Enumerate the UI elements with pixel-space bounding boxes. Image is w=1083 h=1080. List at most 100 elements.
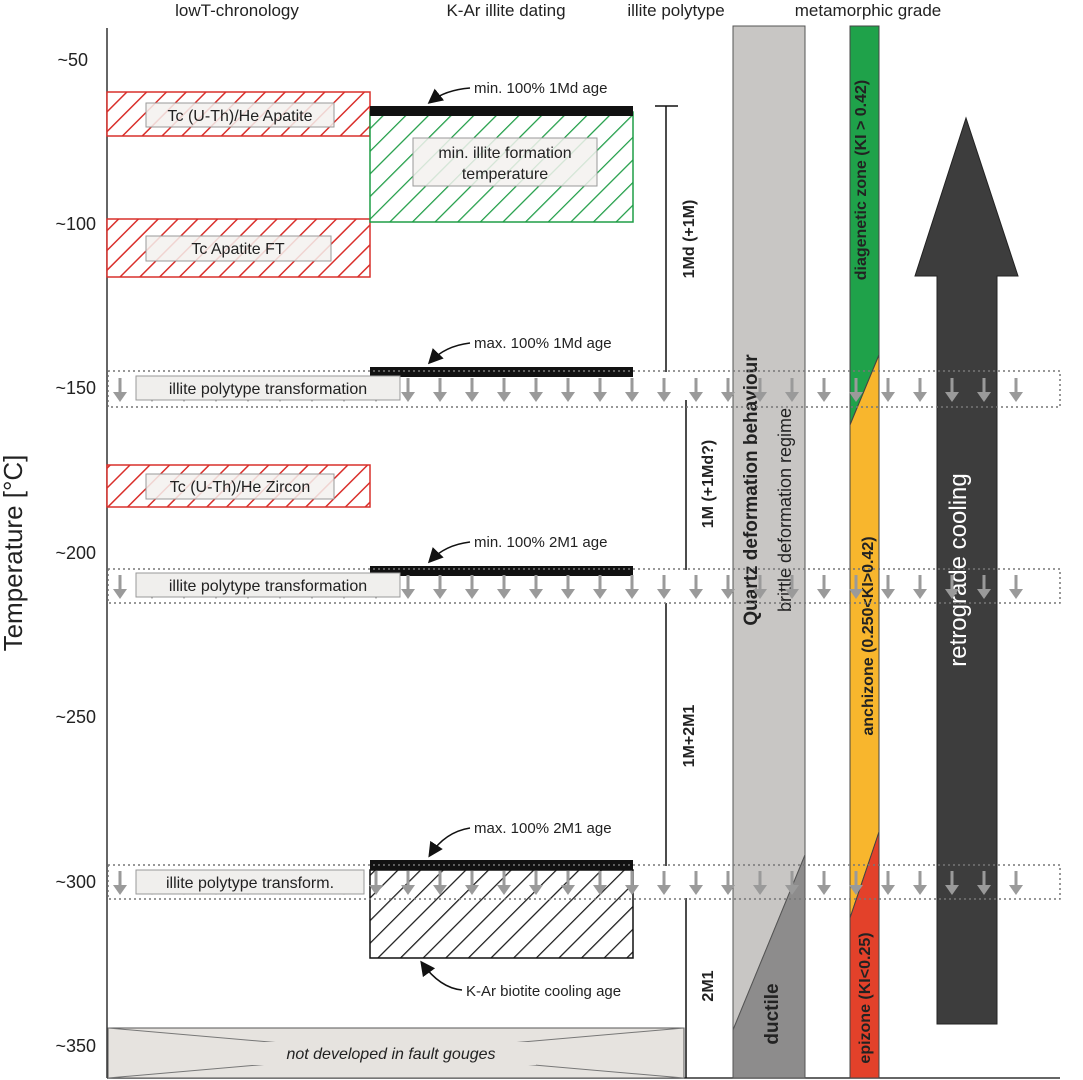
fault-label: not developed in fault gouges <box>286 1046 495 1063</box>
band-210-label-bg <box>135 572 401 598</box>
down-arrow-icon <box>465 589 479 599</box>
down-arrow-icon <box>593 885 607 895</box>
epizone-label: epizone (KI<0.25) <box>857 932 874 1063</box>
max-1md-label: max. 100% 1Md age <box>474 335 612 352</box>
tick-250: ~250 <box>55 707 96 727</box>
down-arrow-icon <box>561 392 575 402</box>
down-arrow-icon <box>945 885 959 895</box>
down-arrow-icon <box>657 392 671 402</box>
polytype-1m: 1M (+1Md?) <box>700 440 717 528</box>
min-2m1-bar <box>370 566 633 576</box>
he-apatite-label: Tc (U-Th)/He Apatite <box>168 108 313 125</box>
down-arrow-icon <box>849 589 863 599</box>
band-300-label: illite polytype transform. <box>166 875 334 892</box>
down-arrow-icon <box>625 392 639 402</box>
min-1md-pointer <box>427 87 471 104</box>
lowt-header: lowT-chronology <box>175 1 299 20</box>
he-zircon-label: Tc (U-Th)/He Zircon <box>170 479 310 496</box>
down-arrow-icon <box>1009 885 1023 895</box>
band-210-outline <box>107 568 1061 604</box>
retrograde-label: retrograde cooling <box>945 473 972 666</box>
down-arrow-icon <box>913 885 927 895</box>
transformation-band-300: illite polytype transform. <box>107 864 1061 900</box>
min-formation-label: min. illite formation <box>438 145 571 162</box>
kar-header: K-Ar illite dating <box>446 1 565 20</box>
down-arrow-icon <box>625 885 639 895</box>
band-150-outline <box>107 370 1061 408</box>
down-arrow-icon <box>113 589 127 599</box>
down-arrow-icon <box>401 589 415 599</box>
down-arrow-icon <box>1009 589 1023 599</box>
max-2m1-pointer <box>428 827 471 858</box>
down-arrow-icon <box>625 589 639 599</box>
down-arrow-icon <box>401 392 415 402</box>
biotite-pointer <box>420 960 463 991</box>
metamorphic-header: metamorphic grade <box>795 1 941 20</box>
down-arrow-icon <box>753 589 767 599</box>
down-arrow-icon <box>657 885 671 895</box>
down-arrow-icon <box>497 392 511 402</box>
down-arrow-icon <box>401 885 415 895</box>
down-arrow-icon <box>913 392 927 402</box>
ductile-label: ductile <box>762 983 783 1044</box>
down-arrow-icon <box>721 392 735 402</box>
polytype-1m2m1: 1M+2M1 <box>681 705 698 768</box>
polytype-2m1: 2M1 <box>700 970 717 1001</box>
apatite-ft-label: Tc Apatite FT <box>191 241 285 258</box>
down-arrow-icon <box>817 589 831 599</box>
down-arrow-icon <box>529 885 543 895</box>
down-arrow-icon <box>721 589 735 599</box>
down-arrow-icon <box>849 392 863 402</box>
down-arrow-icon <box>785 589 799 599</box>
biotite-box <box>369 869 634 959</box>
down-arrow-icon <box>817 885 831 895</box>
polytype-header: illite polytype <box>627 1 724 20</box>
down-arrow-icon <box>561 885 575 895</box>
down-arrow-icon <box>657 589 671 599</box>
quartz-title: Quartz deformation behaviour <box>741 354 762 626</box>
down-arrow-icon <box>689 885 703 895</box>
min-formation-label-bg <box>412 137 598 187</box>
tick-200: ~200 <box>55 543 96 563</box>
down-arrow-icon <box>497 885 511 895</box>
down-arrow-icon <box>433 885 447 895</box>
down-arrow-icon <box>785 885 799 895</box>
down-arrow-icon <box>497 589 511 599</box>
he-zircon-label-bg <box>145 473 335 500</box>
band-300-outline <box>107 864 1061 900</box>
down-arrow-icon <box>945 589 959 599</box>
down-arrow-icon <box>945 392 959 402</box>
down-arrow-icon <box>881 589 895 599</box>
band-150-label-bg <box>135 375 401 401</box>
min-1md-bar <box>370 106 633 116</box>
down-arrow-icon <box>721 885 735 895</box>
down-arrow-icon <box>689 589 703 599</box>
down-arrow-icon <box>433 589 447 599</box>
down-arrow-icon <box>433 392 447 402</box>
min-1md-label: min. 100% 1Md age <box>474 80 607 97</box>
max-1md-bar <box>370 367 633 377</box>
down-arrow-icon <box>529 392 543 402</box>
down-arrow-icon <box>689 392 703 402</box>
epizone-band <box>849 831 880 1079</box>
ductile-band <box>732 854 806 1079</box>
tick-100: ~100 <box>55 214 96 234</box>
band-150-label: illite polytype transformation <box>169 381 367 398</box>
band-300-label-bg <box>135 869 365 895</box>
down-arrow-icon <box>977 589 991 599</box>
down-arrow-icon <box>369 885 383 895</box>
biotite-label: K-Ar biotite cooling age <box>466 983 621 1000</box>
diagenetic-label: diagenetic zone (KI > 0.42) <box>853 80 870 281</box>
down-arrow-icon <box>913 589 927 599</box>
down-arrow-icon <box>465 392 479 402</box>
band-210-label: illite polytype transformation <box>169 578 367 595</box>
down-arrow-icon <box>817 392 831 402</box>
down-arrow-icon <box>113 392 127 402</box>
down-arrow-icon <box>785 392 799 402</box>
down-arrow-icon <box>881 885 895 895</box>
down-arrow-icon <box>881 392 895 402</box>
y-axis-label: Temperature [°C] <box>0 455 28 652</box>
down-arrow-icon <box>849 885 863 895</box>
down-arrow-icon <box>561 589 575 599</box>
tick-150: ~150 <box>55 378 96 398</box>
